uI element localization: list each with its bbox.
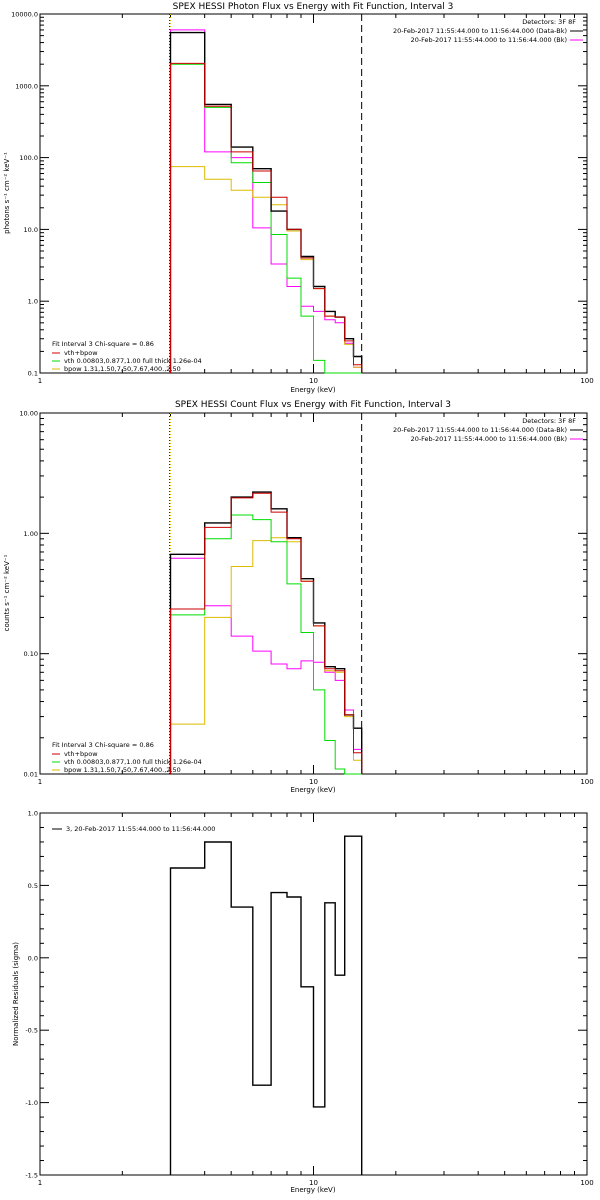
photon-flux-bpow-component-histogram (170, 166, 363, 373)
photon-flux-y-tick-label: 10000.0 (11, 11, 38, 19)
count-flux-x-tick-label: 1 (38, 778, 42, 786)
count-flux-y-tick-label: 1.00 (24, 530, 38, 538)
photon-flux-y-tick-label: 1.0 (28, 298, 38, 306)
count-flux-fit-vth-label: vth 0.00803,0.877,1.00 full thick 1.26e-… (64, 758, 202, 766)
count-flux-top-legend: Detectors: 3F 8F 20-Feb-2017 11:55:44.00… (393, 417, 583, 443)
residuals-x-tick-label: 10 (309, 1179, 318, 1187)
photon-flux-y-ticks: 0.1 1.0 10.0 100.0 1000.0 10000.0 (11, 11, 587, 378)
photon-flux-detectors-label: Detectors: 3F 8F (522, 18, 576, 26)
count-flux-vth-component-histogram (170, 514, 362, 775)
count-flux-fit-total-label: vth+bpow (64, 750, 98, 758)
residuals-x-label: Energy (keV) (290, 1186, 335, 1194)
count-flux-fit-bpow-label: bpow 1.31,1.50,7.50,7.67,400.,2.50 (64, 766, 181, 774)
photon-flux-title: SPEX HESSI Photon Flux vs Energy with Fi… (173, 2, 454, 12)
count-flux-y-label: counts s⁻¹ cm⁻² keV⁻¹ (3, 554, 11, 631)
residuals-y-tick-label: 1.0 (28, 810, 38, 818)
residuals-y-tick-label: -1.5 (25, 1172, 38, 1180)
count-flux-fit-legend: Fit Interval 3 Chi-square = 0.86 vth+bpo… (52, 741, 202, 774)
count-flux-x-label: Energy (keV) (290, 786, 335, 794)
photon-flux-legend-bk: 20-Feb-2017 11:55:44.000 to 11:56:44.000… (411, 36, 567, 44)
photon-flux-vth-component-histogram (170, 63, 362, 374)
count-flux-fit-range-lines (169, 413, 363, 774)
photon-flux-fit-vth-label: vth 0.00803,0.877,1.00 full thick 1.26e-… (64, 357, 202, 365)
count-flux-x-tick-label: 10 (309, 778, 318, 786)
photon-flux-x-ticks: 1 10 100 (38, 14, 594, 385)
photon-flux-x-tick-label: 10 (309, 377, 318, 385)
residuals-panel: 1 10 100 -1.5 -1.0 -0.5 0.0 0.5 1.0 Energy (keV… (12, 810, 594, 1195)
photon-flux-total-fit-histogram (170, 62, 363, 373)
count-flux-title: SPEX HESSI Count Flux vs Energy with Fit… (175, 400, 451, 410)
residuals-y-tick-label: 0.5 (28, 882, 38, 890)
count-flux-detectors-label: Detectors: 3F 8F (522, 417, 576, 425)
photon-flux-y-tick-label: 1000.0 (15, 82, 38, 90)
residuals-y-ticks: -1.5 -1.0 -0.5 0.0 0.5 1.0 (25, 810, 587, 1180)
count-flux-data-bk-histogram (169, 491, 363, 774)
photon-flux-top-legend: Detectors: 3F 8F 20-Feb-2017 11:55:44.00… (393, 18, 583, 44)
count-flux-total-fit-histogram (170, 492, 363, 774)
residuals-histogram (169, 835, 363, 1175)
count-flux-panel: SPEX HESSI Count Flux vs Energy with Fit… (3, 400, 594, 794)
photon-flux-fit-bpow-label: bpow 1.31,1.50,7.50,7.67,400.,2.50 (64, 365, 181, 373)
photon-flux-y-label: photons s⁻¹ cm⁻² keV⁻¹ (3, 152, 11, 234)
residuals-y-tick-label: -1.0 (25, 1099, 38, 1107)
count-flux-y-ticks: 0.01 0.10 1.00 10.00 (19, 410, 587, 779)
residuals-x-tick-label: 1 (38, 1179, 42, 1187)
photon-flux-y-tick-label: 100.0 (19, 154, 38, 162)
photon-flux-panel: SPEX HESSI Photon Flux vs Energy with Fi… (3, 2, 594, 394)
count-flux-y-tick-label: 0.10 (24, 650, 38, 658)
count-flux-y-tick-label: 0.01 (24, 771, 38, 779)
photon-flux-fit-range-lines (169, 14, 363, 373)
residuals-legend-label: 3, 20-Feb-2017 11:55:44.000 to 11:56:44.… (66, 825, 215, 833)
photon-flux-y-tick-label: 10.0 (24, 226, 38, 234)
residuals-y-label: Normalized Residuals (sigma) (12, 942, 20, 1046)
residuals-x-tick-label: 100 (580, 1179, 593, 1187)
count-flux-fit-header: Fit Interval 3 Chi-square = 0.86 (52, 741, 154, 749)
count-flux-series (169, 491, 363, 775)
residuals-x-ticks: 1 10 100 (38, 813, 594, 1187)
count-flux-x-tick-label: 100 (580, 778, 593, 786)
count-flux-x-ticks: 1 10 100 (38, 413, 594, 786)
photon-flux-x-tick-label: 1 (38, 377, 42, 385)
count-flux-legend-data-bk: 20-Feb-2017 11:55:44.000 to 11:56:44.000… (393, 426, 567, 434)
photon-flux-fit-total-label: vth+bpow (64, 349, 98, 357)
photon-flux-legend-data-bk: 20-Feb-2017 11:55:44.000 to 11:56:44.000… (393, 27, 567, 35)
photon-flux-x-label: Energy (keV) (290, 386, 335, 394)
residuals-y-tick-label: -0.5 (25, 1027, 38, 1035)
residuals-series (169, 835, 363, 1175)
photon-flux-background-histogram (170, 29, 363, 373)
count-flux-y-tick-label: 10.00 (19, 410, 38, 418)
photon-flux-x-tick-label: 100 (580, 377, 593, 385)
photon-flux-series (169, 29, 363, 374)
count-flux-bpow-component-histogram (170, 537, 363, 774)
photon-flux-fit-legend: Fit Interval 3 Chi-square = 0.86 vth+bpo… (52, 340, 202, 373)
photon-flux-y-tick-label: 0.1 (28, 370, 38, 378)
photon-flux-fit-header: Fit Interval 3 Chi-square = 0.86 (52, 340, 154, 348)
photon-flux-data-bk-histogram (169, 31, 363, 373)
residuals-y-tick-label: 0.0 (28, 954, 38, 962)
count-flux-legend-bk: 20-Feb-2017 11:55:44.000 to 11:56:44.000… (411, 435, 567, 443)
